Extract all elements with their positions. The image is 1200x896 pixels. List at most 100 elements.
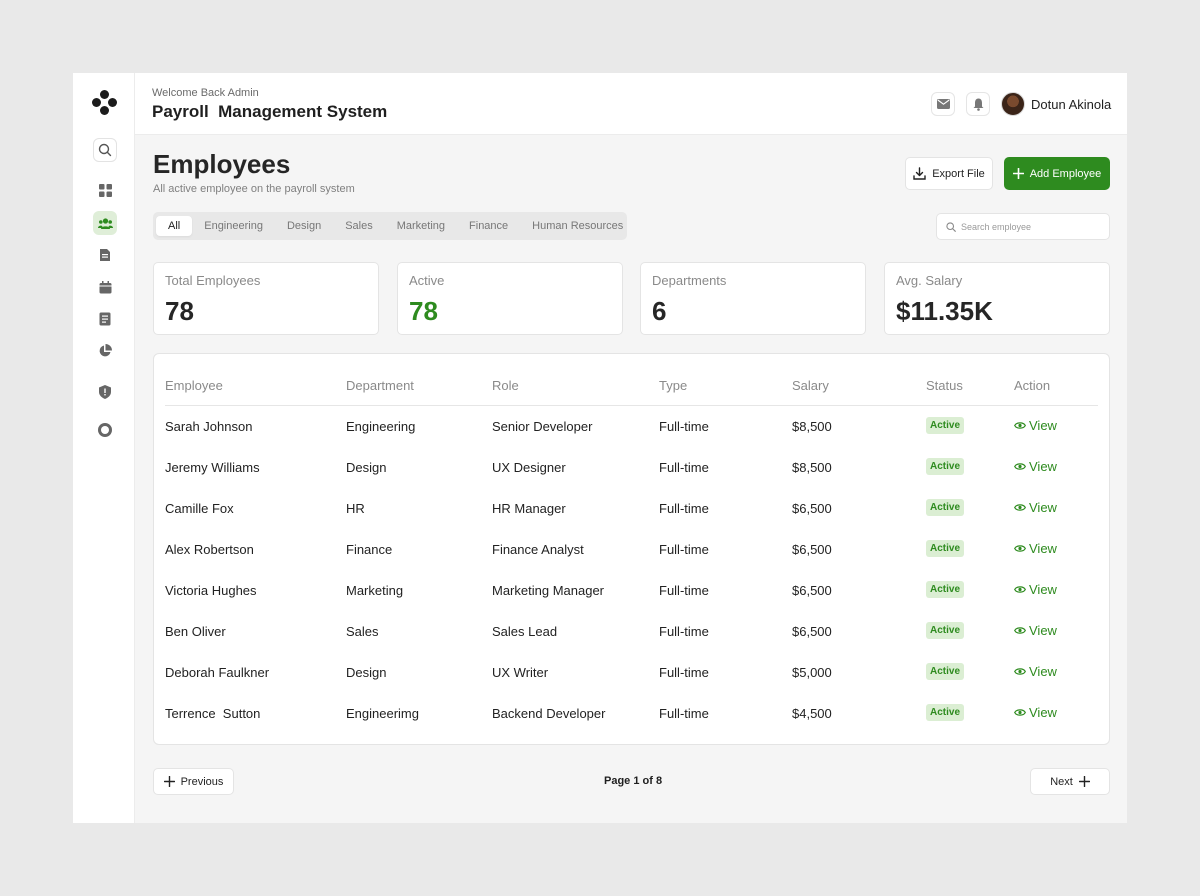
view-link[interactable]: View	[1014, 500, 1057, 515]
cell-role: Backend Developer	[492, 706, 606, 721]
tab-design[interactable]: Design	[286, 220, 322, 232]
user-name[interactable]: Dotun Akinola	[1031, 97, 1112, 112]
cell-employee: Jeremy Williams	[165, 460, 260, 475]
previous-page-button[interactable]: Previous	[153, 768, 234, 795]
sidebar-item-calendar[interactable]	[93, 275, 117, 299]
export-file-button[interactable]: Export File	[905, 157, 993, 190]
app-title: Payroll Management System	[152, 102, 388, 121]
eye-icon	[1014, 709, 1026, 716]
settings-icon	[98, 423, 112, 437]
column-header-salary[interactable]: Salary	[792, 378, 829, 393]
notifications-button[interactable]	[966, 92, 990, 116]
stat-value: 78	[409, 296, 438, 326]
column-header-action[interactable]: Action	[1014, 378, 1051, 393]
cell-salary: $8,500	[792, 460, 832, 475]
view-label: View	[1029, 500, 1057, 515]
cell-salary: $8,500	[792, 419, 832, 434]
plus-icon	[1078, 776, 1090, 787]
eye-icon	[1014, 586, 1026, 593]
status-badge: Active	[926, 458, 965, 475]
calendar-icon	[99, 280, 111, 293]
cell-employee: Sarah Johnson	[165, 419, 253, 434]
view-label: View	[1029, 664, 1057, 679]
plus-icon	[1012, 168, 1024, 179]
tab-all[interactable]: All	[156, 216, 193, 236]
sidebar-item-security[interactable]	[93, 380, 117, 404]
stat-label: Avg. Salary	[896, 273, 963, 288]
eye-icon	[1014, 422, 1026, 429]
search-icon	[98, 143, 112, 157]
avatar[interactable]	[1001, 92, 1025, 116]
eye-icon	[1014, 668, 1026, 675]
tab-sales[interactable]: Sales	[345, 220, 373, 232]
sidebar-search-button[interactable]	[93, 138, 117, 162]
tab-engineering[interactable]: Engineering	[204, 220, 263, 232]
view-link[interactable]: View	[1014, 418, 1057, 433]
view-label: View	[1029, 705, 1057, 720]
cell-type: Full-time	[659, 665, 709, 680]
plus-icon	[163, 776, 175, 787]
tab-finance[interactable]: Finance	[469, 220, 509, 232]
view-label: View	[1029, 623, 1057, 638]
status-badge: Active	[926, 704, 965, 721]
cell-salary: $5,000	[792, 665, 832, 680]
page-title: Employees	[153, 149, 291, 179]
view-link[interactable]: View	[1014, 541, 1057, 556]
view-link[interactable]: View	[1014, 664, 1057, 679]
table-row[interactable]: Jeremy Williams Design UX Designer Full-tim…	[154, 447, 1109, 488]
document-icon	[100, 249, 110, 261]
cell-role: Sales Lead	[492, 624, 558, 639]
tab-marketing[interactable]: Marketing	[396, 220, 446, 232]
status-badge: Active	[926, 540, 965, 557]
table-row[interactable]: Camille Fox HR HR Manager Full-time $6,500 Ac…	[154, 488, 1109, 529]
cell-department: Sales	[346, 624, 379, 639]
view-label: View	[1029, 541, 1057, 556]
column-header-role[interactable]: Role	[492, 378, 519, 393]
table-row[interactable]: Ben Oliver Sales Sales Lead Full-time $6,500…	[154, 611, 1109, 652]
table-row[interactable]: Sarah Johnson Engineering Senior Developer…	[154, 406, 1109, 447]
view-label: View	[1029, 418, 1057, 433]
table-row[interactable]: Victoria Hughes Marketing Marketing Manage…	[154, 570, 1109, 611]
cell-department: Design	[346, 460, 387, 475]
view-link[interactable]: View	[1014, 623, 1057, 638]
search-input[interactable]	[961, 221, 1101, 232]
dashboard-icon	[98, 183, 112, 197]
department-tabs: All Engineering Design Sales Marketing F…	[153, 212, 627, 240]
table-row[interactable]: Deborah Faulkner Design UX Writer Full-time…	[154, 652, 1109, 693]
page-subtitle: All active employee on the payroll syste…	[153, 183, 355, 195]
cell-type: Full-time	[659, 706, 709, 721]
column-header-department[interactable]: Department	[346, 378, 414, 393]
column-header-type[interactable]: Type	[659, 378, 688, 393]
cell-role: Finance Analyst	[492, 542, 584, 557]
column-header-status[interactable]: Status	[926, 378, 963, 393]
eye-icon	[1014, 545, 1026, 552]
next-page-button[interactable]: Next	[1030, 768, 1110, 795]
table-row[interactable]: Alex Robertson Finance Finance Analyst Full…	[154, 529, 1109, 570]
messages-button[interactable]	[931, 92, 955, 116]
cell-role: Marketing Manager	[492, 583, 604, 598]
sidebar-item-analytics[interactable]	[93, 339, 117, 363]
table-row[interactable]: Terrence Sutton Engineerimg Backend Develo…	[154, 693, 1109, 734]
add-employee-button[interactable]: Add Employee	[1004, 157, 1110, 190]
view-link[interactable]: View	[1014, 459, 1057, 474]
bell-icon	[973, 98, 983, 111]
sidebar-item-settings[interactable]	[93, 418, 117, 442]
users-icon	[97, 217, 113, 229]
cell-type: Full-time	[659, 419, 709, 434]
sidebar-item-documents[interactable]	[93, 243, 117, 267]
cell-department: Engineerimg	[346, 706, 419, 721]
cell-employee: Camille Fox	[165, 501, 234, 516]
stat-card-total-employees: Total Employees 78	[153, 262, 379, 335]
cell-department: Finance	[346, 542, 393, 557]
add-employee-label: Add Employee	[1029, 167, 1102, 180]
tab-human-resources[interactable]: Human Resources	[532, 220, 624, 232]
sidebar-item-employees[interactable]	[93, 211, 117, 235]
cell-role: Senior Developer	[492, 419, 593, 434]
sidebar-item-dashboard[interactable]	[93, 178, 117, 202]
sidebar-item-reports[interactable]	[93, 307, 117, 331]
cell-type: Full-time	[659, 501, 709, 516]
column-header-employee[interactable]: Employee	[165, 378, 223, 393]
view-link[interactable]: View	[1014, 582, 1057, 597]
cell-salary: $4,500	[792, 706, 832, 721]
view-link[interactable]: View	[1014, 705, 1057, 720]
